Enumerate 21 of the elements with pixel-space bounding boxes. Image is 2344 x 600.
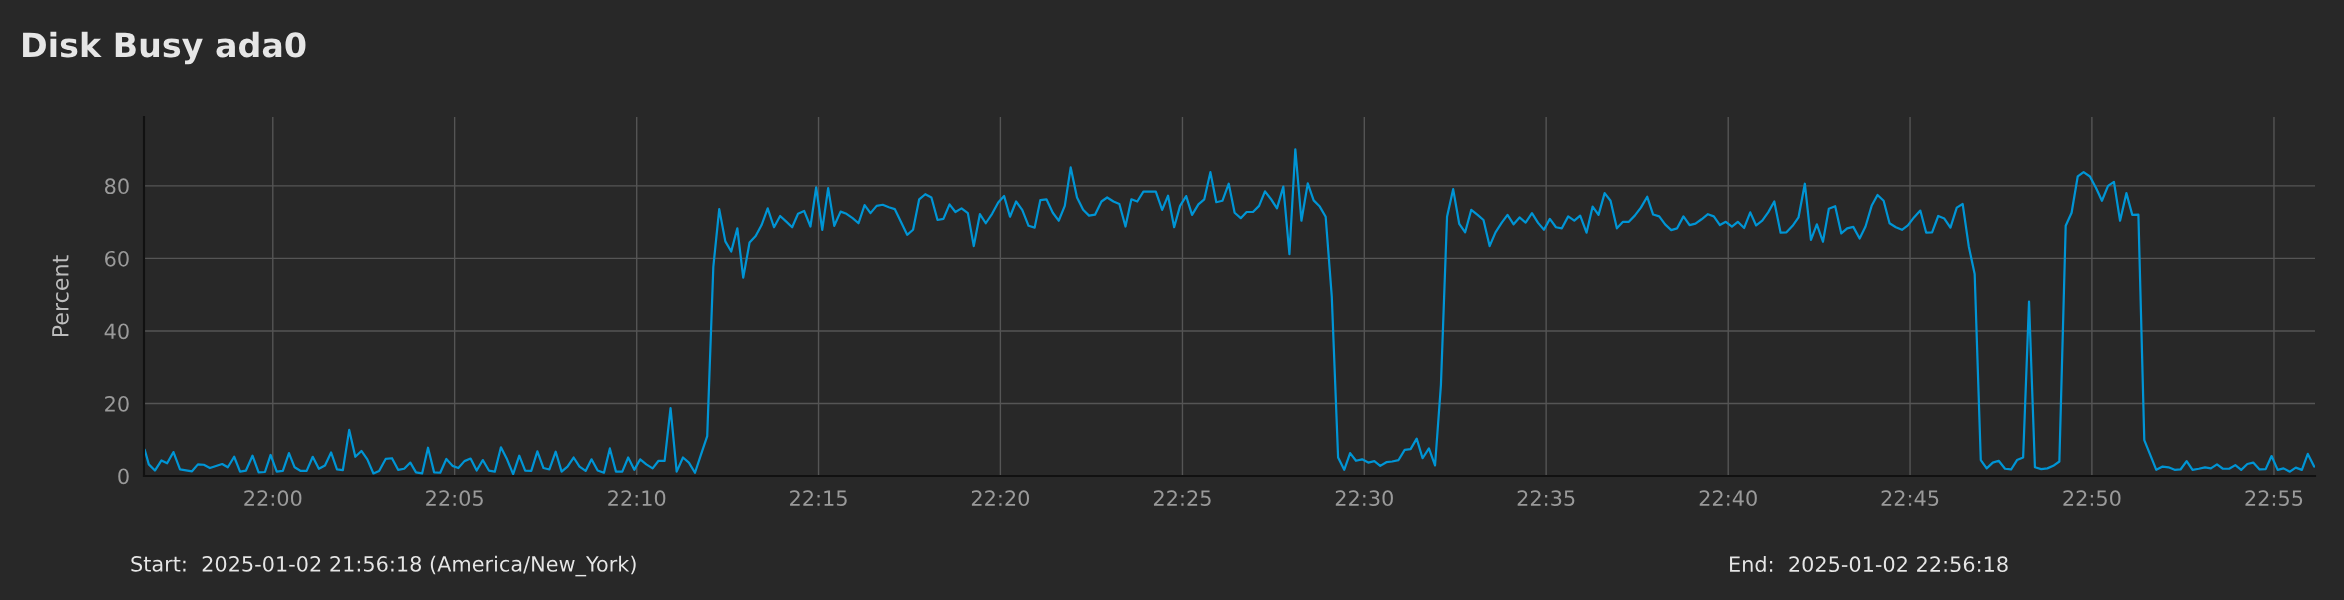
x-tick-label: 22:35	[1517, 490, 1575, 507]
x-tick-label: 22:20	[971, 490, 1030, 507]
y-tick-label: 60	[105, 250, 129, 267]
x-tick-label: 22:25	[1153, 490, 1211, 507]
y-tick-label: 80	[105, 178, 129, 195]
x-tick-label: 22:00	[244, 490, 302, 507]
x-tick-label: 22:55	[2245, 490, 2303, 507]
y-tick-label: 40	[104, 323, 129, 340]
text: End: 2025-01-02 22:56:18	[1730, 555, 2008, 573]
x-tick-label: 22:30	[1335, 490, 1393, 507]
x-tick-label: 22:10	[608, 490, 666, 507]
y-tick-label: 20	[105, 395, 129, 412]
x-tick-label: 22:15	[790, 490, 847, 507]
x-tick-label: 22:45	[1881, 490, 1939, 507]
y-tick-label: 0	[118, 468, 129, 485]
x-tick-label: 22:40	[1699, 490, 1757, 507]
chart-title: Disk Busy ada0	[23, 31, 306, 65]
x-tick-label: 22:05	[426, 490, 483, 507]
text: Start: 2025-01-02 21:56:18 (America/New_York)	[131, 555, 636, 577]
y-axis-title: Percent	[52, 255, 69, 337]
x-tick-label: 22:50	[2063, 490, 2121, 507]
